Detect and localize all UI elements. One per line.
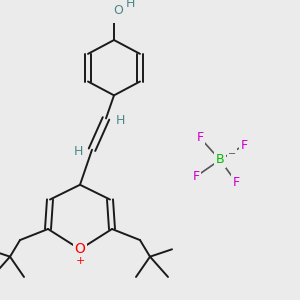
Text: B: B (216, 153, 224, 167)
Text: O: O (75, 242, 86, 256)
Text: +: + (75, 256, 85, 266)
Text: −: − (228, 149, 236, 159)
Text: F: F (232, 176, 240, 188)
Text: O: O (113, 4, 123, 17)
Text: F: F (192, 170, 200, 183)
Text: H: H (115, 114, 125, 127)
Text: F: F (240, 139, 247, 152)
Text: H: H (73, 145, 83, 158)
Text: F: F (196, 131, 204, 144)
Text: H: H (125, 0, 135, 10)
